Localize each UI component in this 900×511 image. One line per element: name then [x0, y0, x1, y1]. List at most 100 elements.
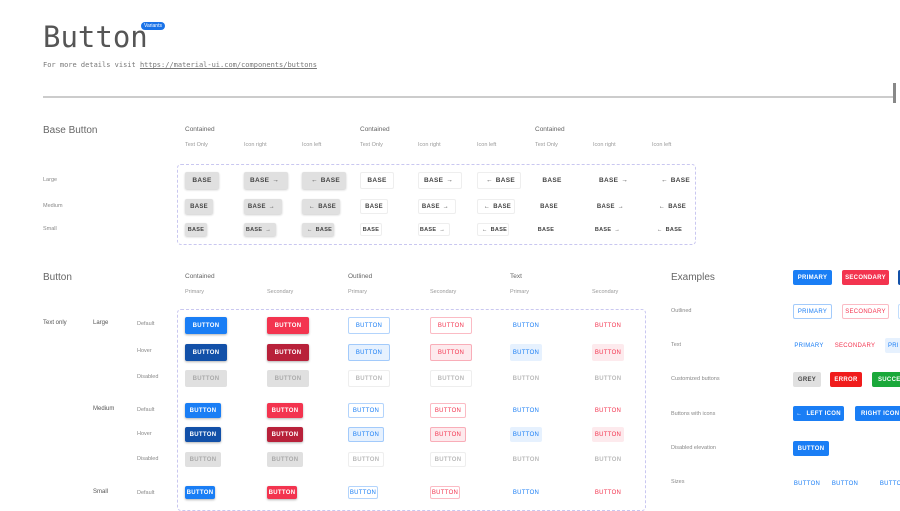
variant-button[interactable]: BUTTON — [267, 370, 309, 387]
variant-button[interactable]: BUTTON — [185, 370, 227, 387]
variant-button[interactable]: BUTTON — [512, 322, 540, 329]
base-button[interactable]: BASE → — [418, 223, 450, 236]
divider — [43, 96, 895, 98]
column-header: Secondary — [267, 289, 294, 295]
base-button[interactable]: BASE — [360, 223, 382, 236]
column-header: Icon right — [593, 142, 616, 148]
base-button[interactable]: ← BASE — [302, 172, 346, 189]
secondary-button[interactable]: SECONDARY — [842, 270, 889, 285]
base-button[interactable]: ← BASE — [302, 223, 334, 236]
variant-button[interactable]: BUTTON — [594, 489, 622, 496]
base-button[interactable]: BASE — [185, 223, 207, 236]
disabled-elevation-button[interactable]: BUTTON — [793, 441, 829, 456]
variant-button[interactable]: BUTTON — [430, 427, 466, 442]
variant-button[interactable]: BUTTON — [430, 317, 472, 334]
base-button[interactable]: BASE — [360, 199, 388, 214]
base-button[interactable]: BASE — [535, 172, 569, 189]
base-button[interactable]: ← BASE — [477, 223, 509, 236]
base-button[interactable]: BASE → — [593, 172, 637, 189]
button-label: BASE — [192, 177, 212, 184]
column-header: Primary — [510, 289, 529, 295]
group-header: Outlined — [348, 273, 373, 280]
base-button[interactable]: BASE → — [418, 199, 456, 214]
variant-button[interactable]: BUTTON — [348, 344, 390, 361]
variant-button[interactable]: BUTTON — [185, 427, 221, 442]
text-secondary-button[interactable]: SECONDARY — [834, 342, 876, 349]
variant-button[interactable]: BUTTON — [348, 403, 384, 418]
base-button[interactable]: BASE → — [244, 223, 276, 236]
variant-button[interactable]: BUTTON — [185, 452, 221, 467]
variant-button[interactable]: BUTTON — [267, 403, 303, 418]
base-button[interactable]: ← BASE — [652, 199, 690, 214]
arrow-left-icon: ← — [485, 177, 493, 184]
variant-button[interactable]: BUTTON — [512, 407, 540, 414]
left-icon-button[interactable]: ← LEFT ICON — [793, 406, 844, 421]
variant-button[interactable]: BUTTON — [185, 486, 215, 499]
variant-button[interactable]: BUTTON — [267, 317, 309, 334]
variant-button[interactable]: BUTTON — [594, 322, 622, 329]
error-button[interactable]: ERROR — [830, 372, 862, 387]
variant-button[interactable]: BUTTON — [592, 344, 624, 361]
outlined-button[interactable] — [898, 304, 900, 319]
variant-button[interactable]: BUTTON — [348, 317, 390, 334]
outlined-primary-button[interactable]: PRIMARY — [793, 304, 832, 319]
base-button[interactable]: ← BASE — [477, 199, 515, 214]
variant-button[interactable]: BUTTON — [348, 427, 384, 442]
variant-button[interactable]: BUTTON — [510, 344, 542, 361]
base-button[interactable]: ← BASE — [477, 172, 521, 189]
base-button[interactable]: ← BASE — [302, 199, 340, 214]
variant-button[interactable]: BUTTON — [430, 344, 472, 361]
variant-button[interactable]: BUTTON — [430, 403, 466, 418]
column-header: Secondary — [592, 289, 619, 295]
variant-button[interactable]: BUTTON — [348, 370, 390, 387]
scrollbar-thumb[interactable] — [893, 83, 896, 103]
variant-button[interactable]: BUTTON — [512, 456, 540, 463]
variant-button[interactable]: BUTTON — [512, 375, 540, 382]
variant-button[interactable]: BUTTON — [267, 344, 309, 361]
base-button[interactable]: BASE → — [593, 199, 631, 214]
variant-button[interactable]: BUTTON — [267, 427, 303, 442]
variant-button[interactable]: BUTTON — [430, 452, 466, 467]
primary-button[interactable]: PRIMARY — [793, 270, 832, 285]
docs-link[interactable]: https://material-ui.com/components/butto… — [139, 61, 317, 69]
variant-button[interactable]: BUTTON — [510, 427, 542, 442]
base-button[interactable]: BASE — [185, 199, 213, 214]
text-primary-button[interactable]: PRIMARY — [794, 342, 824, 349]
base-button[interactable]: BASE — [360, 172, 394, 189]
base-button[interactable]: BASE → — [244, 172, 288, 189]
base-button[interactable]: BASE → — [418, 172, 462, 189]
variant-button[interactable]: BUTTON — [512, 489, 540, 496]
size-button[interactable]: BUTTON — [831, 480, 859, 487]
variant-button[interactable]: BUTTON — [185, 344, 227, 361]
success-button[interactable]: SUCCESS — [872, 372, 900, 387]
variant-button[interactable]: BUTTON — [185, 403, 221, 418]
variant-button[interactable]: BUTTON — [267, 486, 297, 499]
variant-button[interactable]: BUTTON — [430, 486, 460, 499]
grey-button[interactable]: GREY — [793, 372, 821, 387]
button-label: BASE — [668, 203, 687, 210]
variant-button[interactable]: BUTTON — [592, 427, 624, 442]
outlined-secondary-button[interactable]: SECONDARY — [842, 304, 889, 319]
base-button[interactable]: BASE — [535, 223, 557, 236]
arrow-right-icon: → — [268, 203, 276, 210]
right-icon-button[interactable]: RIGHT ICON→ — [855, 406, 900, 421]
variant-button[interactable]: BUTTON — [267, 452, 303, 467]
base-button[interactable]: BASE → — [593, 223, 625, 236]
base-button[interactable]: BASE — [185, 172, 219, 189]
base-button[interactable]: ← BASE — [652, 223, 684, 236]
variant-button[interactable]: BUTTON — [430, 370, 472, 387]
text-primary-hover-button[interactable]: PRI — [885, 338, 900, 353]
variant-button[interactable]: BUTTON — [185, 317, 227, 334]
variant-button[interactable]: BUTTON — [594, 407, 622, 414]
button-label: BASE — [362, 226, 380, 233]
size-button[interactable]: BUTTON — [879, 480, 900, 487]
variant-button[interactable]: BUTTON — [348, 452, 384, 467]
base-button[interactable]: BASE — [535, 199, 563, 214]
size-button[interactable]: BUTTON — [793, 480, 821, 487]
base-button[interactable]: BASE → — [244, 199, 282, 214]
variant-button[interactable]: BUTTON — [348, 486, 378, 499]
variant-button[interactable]: BUTTON — [594, 375, 622, 382]
base-button[interactable]: ← BASE — [652, 172, 696, 189]
disabled-primary-button[interactable] — [898, 270, 900, 285]
variant-button[interactable]: BUTTON — [594, 456, 622, 463]
